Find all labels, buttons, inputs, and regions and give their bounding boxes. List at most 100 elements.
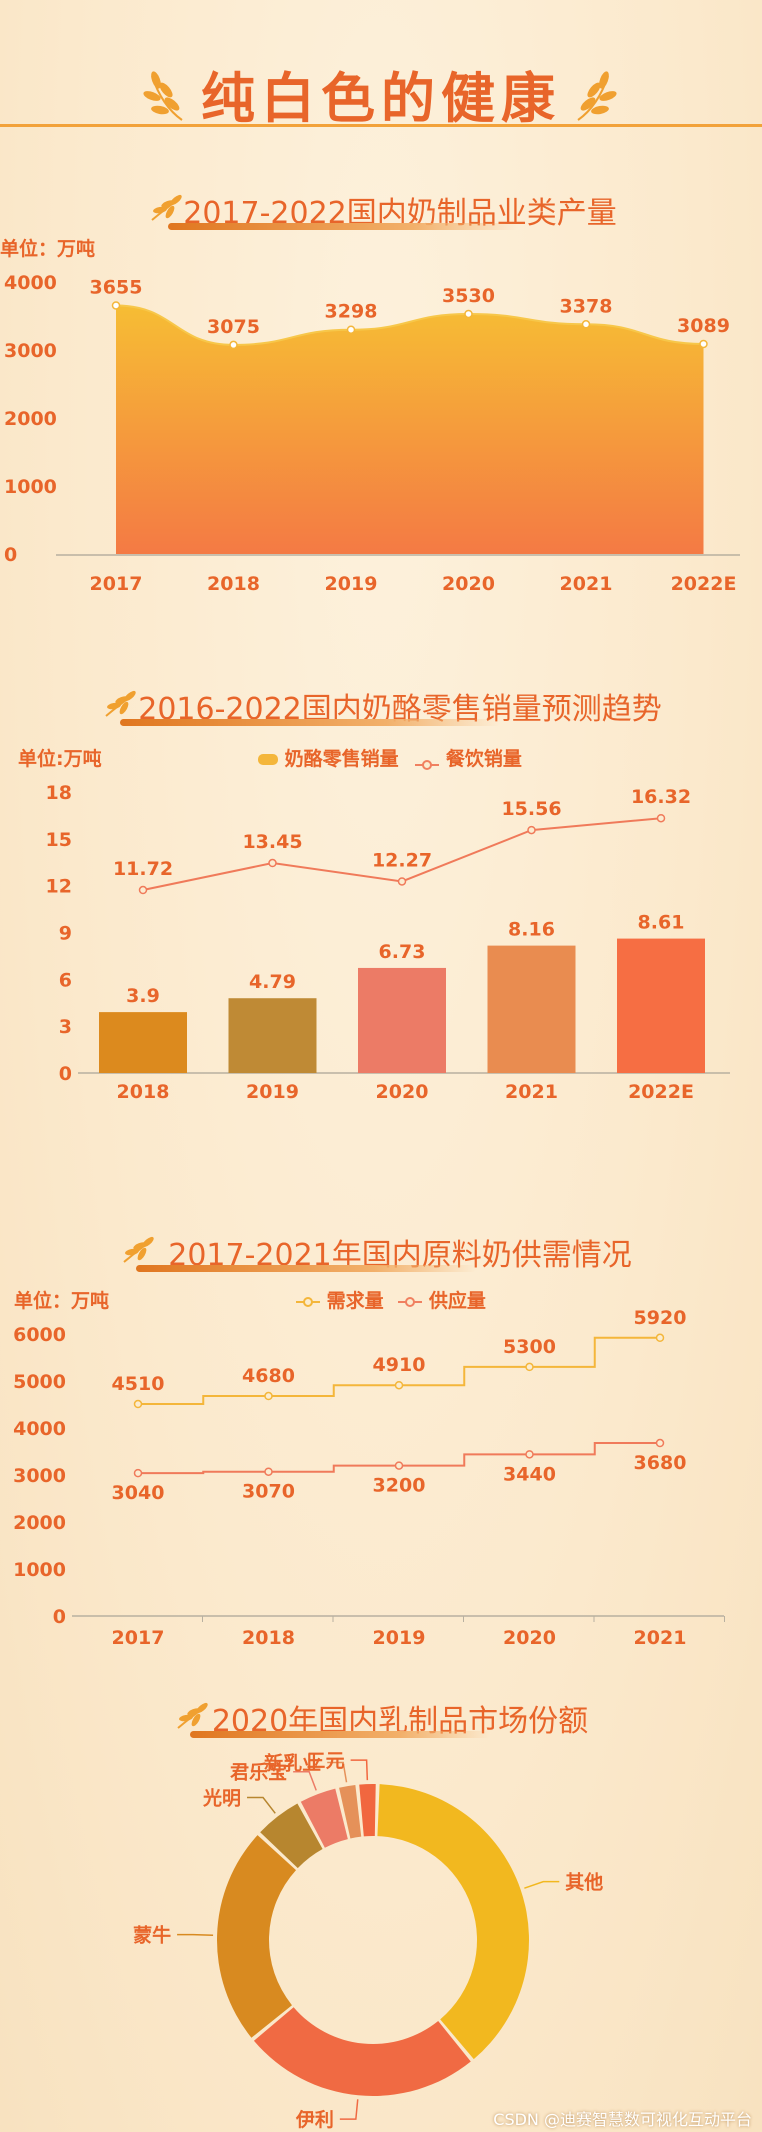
chart2-title-underbar [120, 719, 500, 726]
slice-leader-line [350, 1759, 369, 1781]
chart2-legend: 奶酪零售销量 餐饮销量 [258, 744, 522, 771]
credit-text: CSDN @迪赛智慧数可视化互动平台 [493, 2110, 752, 2129]
data-point [229, 340, 238, 350]
bar-value-label: 4.79 [249, 971, 296, 993]
slice-label: 三元 [307, 1750, 345, 1772]
y-tick-label: 1000 [13, 1559, 66, 1581]
x-tick-label: 2018 [207, 573, 260, 595]
x-tick-label: 2019 [373, 1627, 426, 1649]
chart4-wheat-icon [177, 1702, 208, 1729]
data-label: 3298 [325, 301, 378, 323]
x-tick-label: 2018 [117, 1081, 170, 1103]
x-tick-label: 2017 [90, 573, 143, 595]
slice-label: 其他 [565, 1871, 603, 1894]
y-tick-label: 0 [53, 1606, 66, 1628]
line-point [527, 825, 536, 835]
donut-slice [260, 1803, 323, 1869]
donut-slice [300, 1788, 348, 1848]
wheat-right-icon [577, 71, 617, 121]
y-tick-label: 0 [4, 544, 17, 566]
step-value-label: 3070 [242, 1481, 295, 1503]
bar [617, 938, 705, 1073]
y-tick-label: 2000 [13, 1512, 66, 1534]
legend-supply-label: 供应量 [428, 1290, 486, 1312]
chart3-wheat-icon [123, 1236, 154, 1263]
x-tick-label: 2019 [325, 573, 378, 595]
x-tick-label: 2020 [376, 1081, 429, 1103]
step-value-label: 3200 [373, 1475, 426, 1497]
bar [487, 945, 576, 1073]
x-tick-label: 2021 [505, 1081, 558, 1103]
chart2-unit: 单位:万吨 [18, 748, 102, 770]
data-point [464, 309, 473, 319]
y-tick-label: 1000 [4, 476, 57, 498]
chart3-legend: 需求量 供应量 [296, 1286, 486, 1313]
bar-value-label: 8.61 [638, 912, 685, 934]
donut-slice [359, 1784, 376, 1837]
data-label: 3378 [560, 295, 613, 317]
x-tick-label: 2020 [503, 1627, 556, 1649]
step-point [655, 1333, 665, 1343]
y-tick-label: 15 [46, 829, 72, 851]
step-point [394, 1380, 404, 1390]
slice-leader-line [293, 1770, 317, 1791]
y-tick-label: 3 [59, 1016, 72, 1038]
step-point [264, 1467, 273, 1476]
step-point [133, 1399, 143, 1409]
x-tick-label: 2021 [634, 1627, 687, 1649]
data-point [111, 301, 121, 310]
x-tick-label: 2020 [442, 573, 495, 595]
chart1-unit: 单位：万吨 [0, 238, 96, 260]
line-value-label: 11.72 [113, 858, 173, 880]
step-value-label: 3680 [634, 1452, 687, 1474]
step-point [525, 1362, 534, 1372]
step-value-label: 5920 [634, 1307, 687, 1329]
chart4-title-underbar [190, 1731, 490, 1738]
y-tick-label: 5000 [13, 1371, 66, 1393]
line-point [656, 813, 666, 823]
step-point [394, 1461, 404, 1470]
line-value-label: 15.56 [501, 798, 561, 820]
area-fill [116, 305, 704, 554]
chart1-wheat-icon [151, 194, 182, 221]
y-tick-label: 3000 [4, 340, 57, 362]
slice-label: 蒙牛 [133, 1924, 171, 1947]
wheat-left-icon [143, 71, 183, 121]
line-value-label: 12.27 [372, 849, 432, 871]
step-point [264, 1391, 273, 1401]
slice-leader-line [524, 1880, 560, 1889]
bar [99, 1012, 187, 1073]
line-point [397, 877, 407, 886]
y-tick-label: 12 [46, 876, 72, 898]
chart3-step-lines: 0 1000 2000 3000 4000 5000 6000 2017 2018 2019 202… [13, 1307, 725, 1649]
slice-label: 君乐宝 [230, 1761, 287, 1784]
x-tick-label: 2019 [246, 1081, 299, 1103]
legend-bar-swatch [258, 754, 278, 765]
bar-value-label: 3.9 [126, 985, 160, 1007]
slice-leader-line [247, 1796, 276, 1814]
bar-value-label: 8.16 [508, 919, 555, 941]
slice-label: 光明 [202, 1786, 241, 1809]
legend-line-swatch [415, 754, 440, 770]
data-point [346, 325, 356, 334]
x-tick-label: 2022E [671, 573, 737, 595]
donut-slice [217, 1835, 297, 2038]
data-label: 3075 [207, 316, 260, 338]
slice-label: 伊利 [295, 2108, 334, 2131]
line-point [138, 885, 148, 895]
donut-slice [377, 1784, 529, 2060]
area-line [115, 304, 704, 346]
legend-demand-label: 需求量 [326, 1290, 384, 1312]
donut-slice [253, 2007, 471, 2096]
y-tick-label: 18 [46, 782, 72, 804]
data-label: 3089 [677, 315, 730, 337]
y-tick-label: 4000 [4, 272, 57, 294]
chart1-area: 0 1000 2000 3000 4000 3655 2017 3075 2018 3298 201… [4, 272, 740, 595]
legend-bar-label: 奶酪零售销量 [284, 748, 399, 770]
y-tick-label: 9 [59, 923, 72, 945]
chart2-bar-line: 0 3 6 9 12 15 18 3.9 2018 4.79 2019 6.73 2020 8.16 202… [46, 782, 730, 1103]
chart2-wheat-icon [105, 690, 136, 717]
data-point [581, 320, 591, 329]
legend-line-label: 餐饮销量 [445, 748, 522, 770]
line-point [268, 858, 277, 868]
